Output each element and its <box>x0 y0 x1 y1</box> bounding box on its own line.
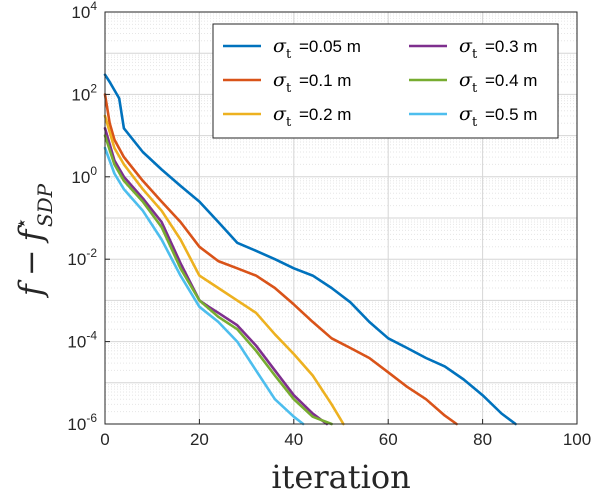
legend-box <box>212 23 559 139</box>
legend-symbol: σt <box>459 69 478 96</box>
ticks <box>104 11 578 425</box>
legend-label: =0.05 m <box>299 37 361 56</box>
legend-label: =0.2 m <box>299 105 351 124</box>
legend-entry-4: σt =0.3 m <box>409 35 537 62</box>
legend-label: =0.3 m <box>485 37 537 56</box>
x-tick-label: 100 <box>563 430 591 449</box>
x-tick-label: 40 <box>284 430 303 449</box>
series-line-6 <box>103 146 305 426</box>
svg-text:f−f⋆SDP: f−f⋆SDP <box>9 183 57 298</box>
x-tick-label: 80 <box>473 430 492 449</box>
y-tick-label: 10-6 <box>67 411 97 434</box>
y-label-star: ⋆ <box>9 217 33 230</box>
y-tick-label: 10-2 <box>67 246 97 269</box>
x-tick-label: 20 <box>190 430 209 449</box>
legend-entry-6: σt =0.5 m <box>409 103 537 130</box>
y-label-minus: − <box>12 249 50 276</box>
series-line-2 <box>103 93 458 426</box>
x-axis-label: iteration <box>271 458 410 496</box>
y-axis-label: f−f⋆SDP <box>9 183 57 298</box>
x-tick-label: 60 <box>379 430 398 449</box>
series-line-4 <box>103 127 329 426</box>
series-line-5 <box>103 134 333 426</box>
legend: σt =0.05 m σt =0.1 m σt =0.2 m σt =0.3 m σt =0.4 … <box>212 23 559 139</box>
legend-entry-5: σt =0.4 m <box>409 69 537 96</box>
legend-label: =0.5 m <box>485 105 537 124</box>
legend-entry-1: σt =0.05 m <box>223 35 361 62</box>
legend-symbol: σt <box>273 69 292 96</box>
series-lines <box>103 73 517 426</box>
legend-symbol: σt <box>459 103 478 130</box>
y-label-f: f <box>12 279 50 298</box>
series-line-1 <box>103 73 517 426</box>
legend-entry-2: σt =0.1 m <box>223 69 351 96</box>
legend-label: =0.4 m <box>485 71 537 90</box>
y-tick-label: 10-4 <box>67 329 97 352</box>
y-tick-label: 100 <box>71 164 97 187</box>
x-tick-label: 0 <box>100 430 109 449</box>
y-tick-label: 102 <box>71 81 97 104</box>
legend-symbol: σt <box>459 35 478 62</box>
series-line-3 <box>103 114 345 426</box>
legend-symbol: σt <box>273 35 292 62</box>
legend-symbol: σt <box>273 103 292 130</box>
tick-labels: 0 20 40 60 80 100 10-6 10-4 10-2 100 102 104 <box>67 0 591 449</box>
legend-entry-3: σt =0.2 m <box>223 103 351 130</box>
y-tick-label: 104 <box>71 0 97 22</box>
legend-label: =0.1 m <box>299 71 351 90</box>
axes-frame <box>104 11 578 425</box>
y-label-sub: SDP <box>33 183 57 227</box>
